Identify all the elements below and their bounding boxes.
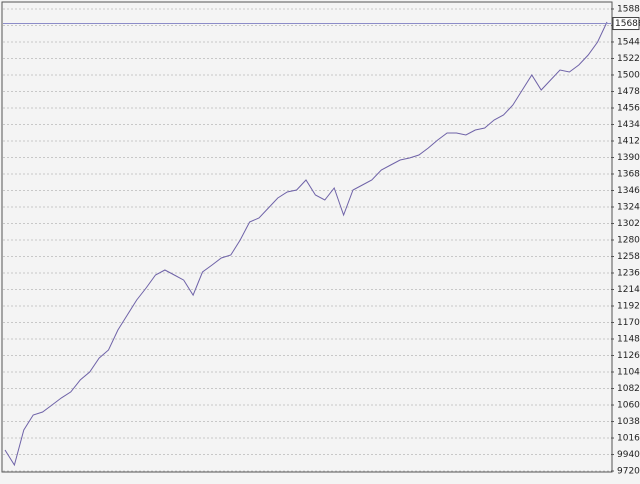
y-tick-label: 12800 xyxy=(617,236,640,246)
y-tick-label: 14780 xyxy=(617,87,640,97)
last-price-label: 15686 xyxy=(615,19,640,29)
y-tick-label: 13240 xyxy=(617,202,640,212)
y-tick-label: 12360 xyxy=(617,269,640,279)
y-tick-label: 15220 xyxy=(617,54,640,64)
y-tick-label: 11040 xyxy=(617,368,640,378)
y-tick-label: 10600 xyxy=(617,401,640,411)
y-tick-label: 10160 xyxy=(617,434,640,444)
plot-frame xyxy=(1,1,613,473)
y-tick-label: 10380 xyxy=(617,417,640,427)
y-tick-label: 13900 xyxy=(617,153,640,163)
y-tick-label: 12140 xyxy=(617,285,640,295)
y-tick-label: 15880 xyxy=(617,4,640,14)
y-tick-label: 13680 xyxy=(617,169,640,179)
y-tick-label: 9720 xyxy=(617,467,640,477)
y-tick-label: 14120 xyxy=(617,136,640,146)
price-line xyxy=(4,21,608,467)
y-tick-label: 11920 xyxy=(617,302,640,312)
y-tick-label: 13460 xyxy=(617,186,640,196)
y-tick-label: 14340 xyxy=(617,120,640,130)
y-tick-label: 13020 xyxy=(617,219,640,229)
y-tick-label: 15440 xyxy=(617,37,640,47)
y-tick-label: 15000 xyxy=(617,70,640,80)
y-tick-label: 11480 xyxy=(617,335,640,345)
y-tick-label: 11700 xyxy=(617,318,640,328)
last-price-box xyxy=(612,17,640,31)
y-tick-label: 11260 xyxy=(617,351,640,361)
y-tick-label: 10820 xyxy=(617,384,640,394)
y-tick-label: 14560 xyxy=(617,103,640,113)
y-tick-label: 9940 xyxy=(617,450,640,460)
y-tick-label: 12580 xyxy=(617,252,640,262)
